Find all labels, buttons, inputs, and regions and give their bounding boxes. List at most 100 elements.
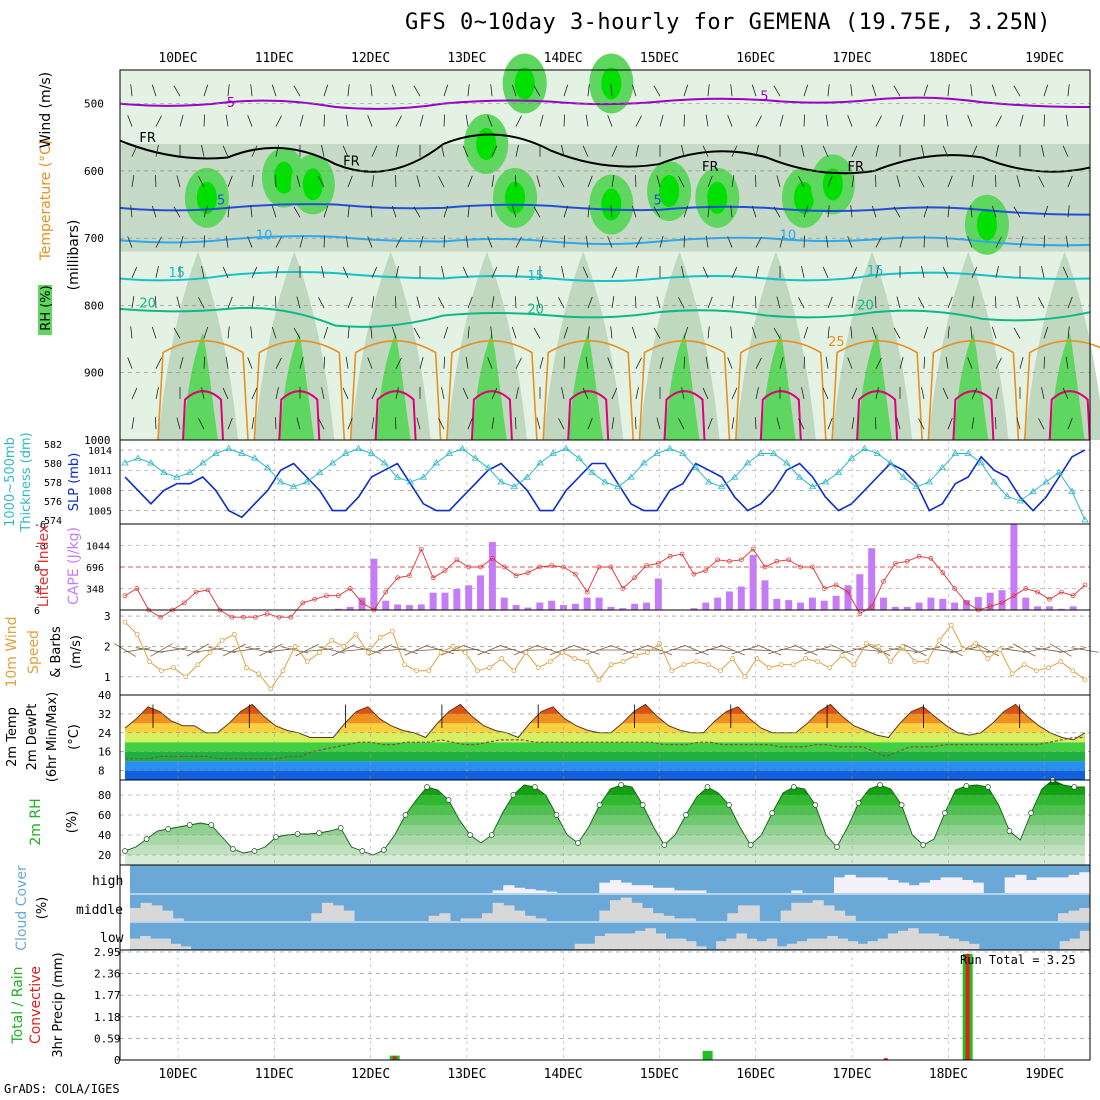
- wind-barb: [947, 84, 950, 97]
- cape-bar: [429, 592, 437, 610]
- wind-barb: [995, 387, 999, 399]
- wind-barb: [731, 417, 735, 430]
- pressure-tick: 800: [84, 299, 104, 312]
- rh-point: [683, 812, 689, 818]
- wind-barb: [779, 235, 784, 248]
- wind-barb: [487, 357, 493, 369]
- wind-barb: [155, 236, 162, 248]
- thickness-point: [575, 454, 583, 461]
- wind-point: [693, 659, 699, 665]
- wind-barb: [443, 114, 446, 127]
- wind-barb: [971, 417, 975, 430]
- rh-band: [857, 332, 893, 440]
- date-label-top: 12DEC: [351, 51, 390, 66]
- wind-label: 10m Wind: [4, 616, 20, 687]
- wind-barb: [635, 357, 642, 369]
- rh-band: [822, 168, 843, 201]
- cloud-bar: [802, 902, 814, 921]
- rh-band: [125, 815, 1085, 825]
- wind-point: [560, 650, 565, 655]
- wind-barb: [251, 417, 255, 430]
- surface-wind-barb: [1071, 647, 1099, 653]
- cloud-bar: [130, 908, 142, 921]
- contour-30: [182, 390, 224, 441]
- wind-barb: [203, 205, 209, 218]
- li-tick: -6: [34, 520, 46, 531]
- contour-label: 10: [780, 229, 797, 244]
- wind-barb: [467, 205, 470, 218]
- wind-axis-label: Wind (m/s): [38, 72, 54, 148]
- wind-point: [487, 665, 492, 671]
- wind-point: [718, 668, 723, 674]
- wind-barb: [896, 417, 901, 430]
- cloud-bar: [332, 905, 344, 921]
- li-point: [134, 586, 140, 591]
- wind-barb: [131, 145, 138, 157]
- wind-point: [790, 662, 796, 668]
- cloud-bar: [738, 905, 750, 921]
- wind-barb: [754, 417, 757, 430]
- li-point: [418, 546, 424, 552]
- wind-barb: [923, 84, 929, 97]
- cloud-bar: [727, 913, 739, 921]
- rh-label: 2m RH: [28, 798, 44, 845]
- wind-point: [171, 665, 177, 671]
- wind-barb: [635, 115, 642, 127]
- contour-label: FR: [343, 155, 360, 170]
- rh-band: [735, 251, 816, 440]
- cloud-bar: [180, 946, 192, 949]
- thickness-point: [393, 473, 402, 480]
- rh-point: [294, 831, 301, 837]
- li-point: [1058, 589, 1064, 595]
- wind-barb: [970, 326, 973, 339]
- wind-barb: [176, 175, 181, 188]
- warm-contours: [157, 339, 1100, 441]
- contour-label: FR: [139, 131, 156, 146]
- wind-barb: [490, 326, 493, 339]
- cape-bar: [998, 590, 1006, 610]
- wind-barb: [371, 417, 375, 430]
- wind-barb: [342, 387, 349, 400]
- wind-barb: [395, 265, 399, 278]
- wind-barb: [395, 357, 402, 369]
- contour-30: [663, 390, 706, 441]
- wind-barb: [561, 265, 565, 278]
- wind-barb: [151, 326, 157, 339]
- rh-point: [704, 784, 711, 790]
- li-point: [335, 593, 341, 599]
- thickness-point: [847, 454, 856, 461]
- rh-point: [165, 826, 171, 832]
- wind-point: [572, 656, 578, 661]
- date-label-bottom: 17DEC: [833, 1067, 872, 1082]
- thickness-point: [938, 463, 947, 471]
- surface-wind-barb: [720, 644, 745, 656]
- wind-barb: [271, 205, 277, 218]
- wind-barb: [416, 175, 421, 188]
- wind-barb: [201, 144, 205, 157]
- cloud-bar: [930, 880, 942, 893]
- cloud-bar: [599, 882, 611, 893]
- li-point: [679, 551, 685, 557]
- wind-barb: [634, 296, 637, 309]
- date-label-top: 10DEC: [158, 51, 197, 66]
- wind-tick: 1: [104, 671, 111, 684]
- li-point: [1070, 593, 1076, 599]
- cloud-bar: [322, 902, 334, 921]
- precip-tick: 0: [114, 1054, 121, 1067]
- li-point: [383, 589, 389, 595]
- cape-bar: [1069, 606, 1077, 610]
- thickness-point: [886, 459, 895, 466]
- cloud-bar: [791, 902, 803, 921]
- wind-barb: [587, 205, 590, 218]
- slp-tick: 1008: [88, 486, 112, 497]
- wind-point: [608, 662, 614, 668]
- wind-barb: [536, 417, 541, 430]
- temp-band: [125, 761, 1085, 771]
- cloud-bar: [887, 933, 899, 949]
- surface-wind-barb: [793, 644, 818, 656]
- wind-barb: [727, 357, 733, 369]
- wind-barb: [1016, 417, 1021, 430]
- cape-bar: [536, 602, 544, 610]
- wind-barb: [798, 418, 805, 430]
- wind-barb: [801, 144, 805, 157]
